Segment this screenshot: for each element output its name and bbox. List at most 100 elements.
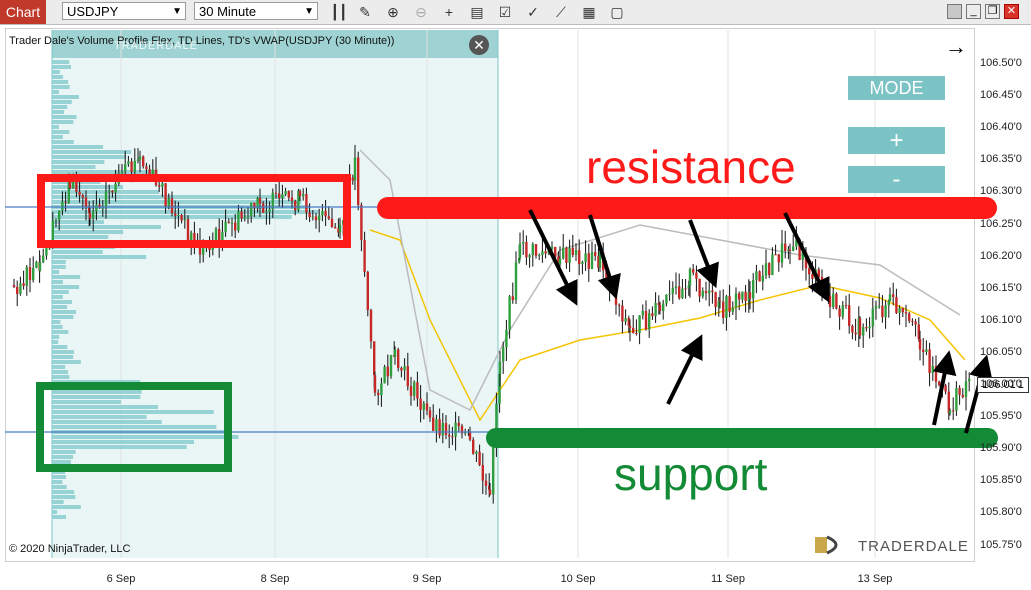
chart-tab[interactable]: Chart [0,0,46,24]
candle-body [621,305,624,322]
candle-body [230,222,234,224]
candle-body [67,178,70,203]
candle-body [518,258,521,263]
candle-body [874,305,878,309]
candle-body [72,177,75,189]
profile-bar [52,265,66,269]
profile-bar [52,260,66,264]
candle-body [198,241,202,255]
candle-body [958,387,961,395]
x-tick-label: 11 Sep [710,573,746,585]
profile-bar [52,105,68,109]
candle-body [124,164,127,172]
candle-body [454,422,457,437]
profile-bar [52,90,59,94]
candle-body [81,195,84,198]
candle-body [968,378,971,382]
candle-body [114,183,117,193]
candle-body [590,252,594,269]
bar-type-icon[interactable]: ┃┃ [330,4,348,20]
maximize-icon[interactable]: ❐ [985,4,1000,19]
pencil-icon[interactable]: ✎ [359,4,371,20]
current-price-badge: 106.01'1 [977,377,1029,393]
candle-body [688,268,692,286]
profile-bar [52,290,69,294]
profile-bar [52,150,132,154]
candle-body [369,310,373,342]
profile-bar [52,95,79,99]
profile-bar [52,210,320,214]
close-icon[interactable]: ✕ [1004,4,1019,19]
candle-body [170,198,174,214]
candle-body [68,178,72,189]
candle-body [768,263,771,275]
zoom-out-icon[interactable]: ⊖ [415,4,427,20]
drawing-tools-icon[interactable]: ⟋ [556,4,566,20]
arrow-right-icon[interactable]: → [945,34,967,59]
profile-bar [52,85,70,89]
candle-body [931,366,934,374]
candle-body [403,366,406,371]
crosshair-icon[interactable]: + [444,4,454,20]
candle-body [234,222,237,231]
profile-bar [52,490,75,494]
y-tick-label: 105.75'0 [980,538,1022,551]
profile-bar [52,335,60,339]
minimize-icon[interactable]: _ [966,4,981,19]
profile-bar [52,125,59,129]
properties-icon[interactable]: ▤ [470,4,484,20]
candle-body [758,271,761,282]
profile-bar [52,270,59,274]
candle-body [422,403,425,410]
candle-body [294,200,297,211]
timeframe-select[interactable]: 30 Minute ▼ [194,2,318,20]
candle-body [265,211,268,213]
candle-body [324,210,327,217]
chevron-down-icon: ▼ [172,6,182,17]
candle-body [472,439,475,454]
candle-body [522,242,525,244]
candle-body [844,305,848,307]
price-axis[interactable] [975,28,1031,562]
candle-body [684,288,687,290]
instrument-select[interactable]: USDJPY ▼ [62,2,186,20]
close-profile-icon[interactable]: ✕ [469,35,489,55]
plus-button[interactable]: + [848,127,945,154]
template-icon[interactable]: ▦ [582,4,596,20]
window-color-icon[interactable] [947,4,962,19]
candle-body [413,382,416,396]
profile-bar [52,300,73,304]
profile-bar [52,485,67,489]
candle-body [644,311,648,330]
x-tick-label: 6 Sep [106,573,136,585]
profile-bar [52,375,70,379]
profile-bar [52,410,214,414]
strategies-icon[interactable]: ✓ [527,4,539,20]
profile-bar [52,120,74,124]
indicators-icon[interactable]: ☑ [498,4,512,20]
candle-body [851,325,854,333]
candle-body [92,211,95,219]
zoom-in-icon[interactable]: ⊕ [387,4,399,20]
candle-body [193,232,196,245]
candle-body [397,349,400,368]
candle-body [665,294,668,304]
profile-bar [52,370,68,374]
candle-body [811,274,814,279]
candle-body [441,422,444,436]
candle-body [104,191,108,208]
y-tick-label: 106.05'0 [980,345,1022,358]
candle-body [58,210,61,220]
data-box-icon[interactable]: ▢ [610,4,624,20]
y-tick-label: 106.20'0 [980,249,1022,262]
candle-body [409,386,413,396]
minus-button[interactable]: - [848,166,945,193]
candle-body [692,268,695,273]
candle-body [711,290,714,293]
candle-body [771,254,774,275]
profile-bar [52,75,64,79]
candle-body [550,246,554,250]
profile-bar [52,155,127,159]
mode-button[interactable]: MODE [848,76,945,100]
candle-body [28,267,32,281]
